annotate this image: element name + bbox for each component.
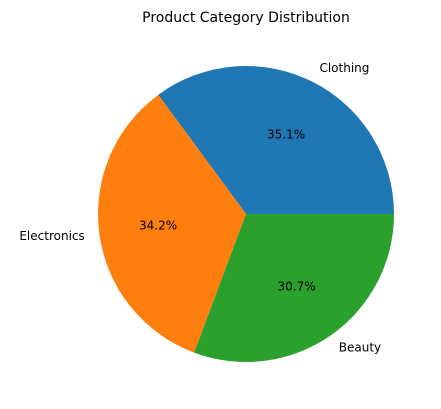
- percent-label-clothing: 35.1%: [267, 127, 305, 141]
- slice-label-clothing: Clothing: [319, 61, 369, 75]
- percent-label-beauty: 30.7%: [278, 279, 316, 293]
- pie-slice-clothing: [158, 65, 394, 214]
- slice-label-electronics: Electronics: [19, 229, 84, 243]
- chart-title: Product Category Distribution: [142, 10, 350, 26]
- pie-labels: Clothing 35.1% Electronics 34.2% Beauty 30.7%: [19, 61, 381, 354]
- pie-slice-beauty: [194, 214, 394, 363]
- percent-label-electronics: 34.2%: [139, 219, 177, 233]
- pie-slice-electronics: [98, 94, 247, 353]
- slice-label-beauty: Beauty: [339, 340, 381, 354]
- pie-slices: [98, 65, 394, 363]
